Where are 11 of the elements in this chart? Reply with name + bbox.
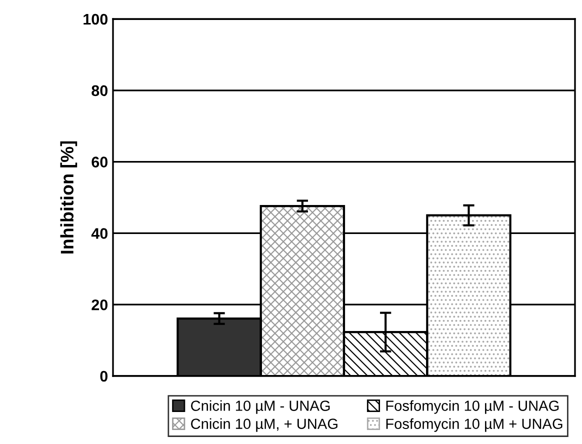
legend-label: Cnicin 10 µM - UNAG bbox=[191, 400, 330, 414]
legend-label: Fosfomycin 10 µM + UNAG bbox=[386, 418, 562, 432]
y-axis-title: Inhibition [%] bbox=[60, 141, 78, 254]
legend-label: Cnicin 10 µM, + UNAG bbox=[191, 418, 338, 432]
y-tick-label: 100 bbox=[84, 14, 108, 25]
y-tick-label: 20 bbox=[92, 299, 108, 310]
y-tick-label: 0 bbox=[100, 370, 108, 382]
legend-label: Fosfomycin 10 µM - UNAG bbox=[386, 400, 559, 414]
y-tick-label: 80 bbox=[92, 85, 108, 96]
y-tick-label: 40 bbox=[91, 228, 108, 239]
y-tick-label: 60 bbox=[92, 156, 108, 168]
